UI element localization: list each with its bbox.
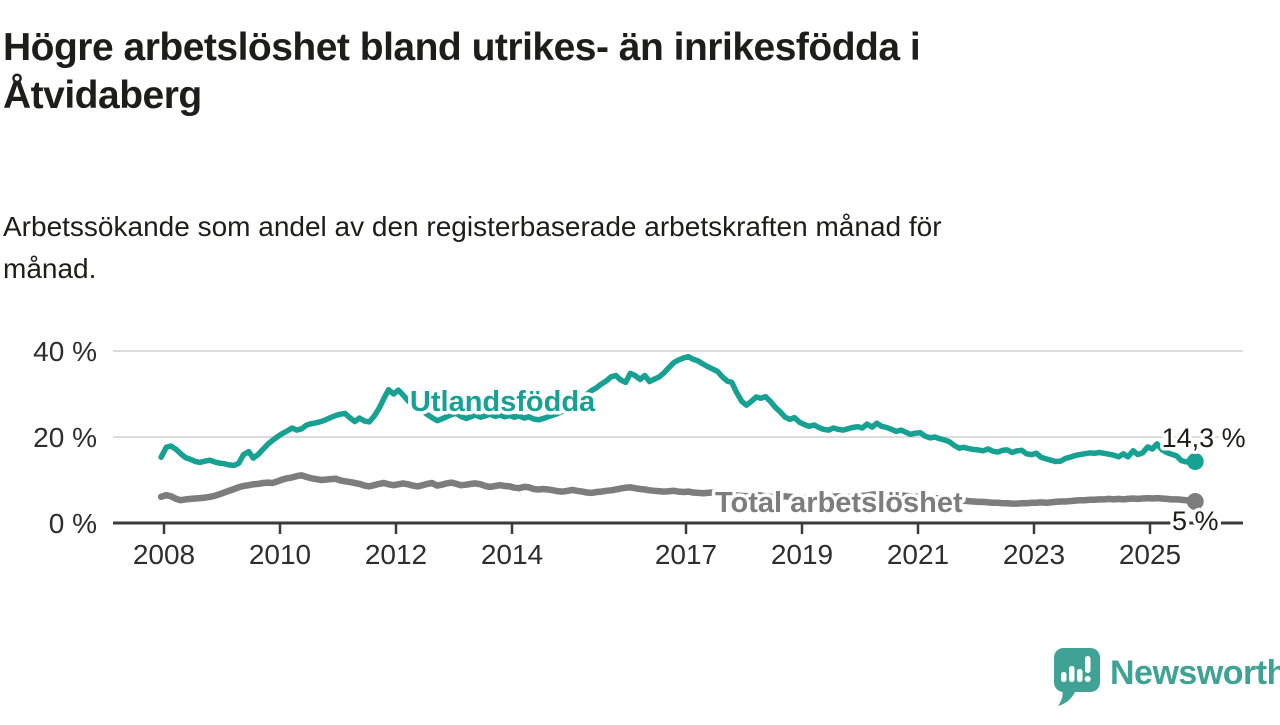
speech-bubble-bar-chart-icon (1054, 648, 1100, 706)
x-tick-label: 2019 (771, 539, 833, 570)
chart-subtitle: Arbetssökande som andel av den registerb… (3, 206, 1223, 290)
series-labels: Utlandsfödda Total arbetslöshet (406, 383, 966, 523)
series-end-value-label: 5 % (1172, 506, 1219, 536)
x-tick-label: 2021 (887, 539, 949, 570)
series-line-utlandsfodda (158, 353, 1198, 469)
series-lines (157, 353, 1199, 507)
x-tick-label: 2014 (481, 539, 543, 570)
page-title-line2: Åtvidaberg (3, 74, 202, 117)
series-end-dot (1186, 453, 1204, 471)
chart-subtitle-line2: månad. (3, 253, 97, 284)
chart-subtitle-line1: Arbetssökande som andel av den registerb… (3, 211, 942, 242)
x-tick-label: 2010 (249, 539, 311, 570)
page-title: Högre arbetslöshet bland utrikes- än inr… (3, 24, 1223, 120)
series-line-total (157, 472, 1199, 507)
y-tick-label: 0 % (49, 508, 97, 539)
logo-exclamation-bar (1085, 656, 1091, 673)
x-tick-label: 2008 (133, 539, 195, 570)
series-end-labels: 14,3 % 5 % (1158, 419, 1249, 539)
x-tick-label: 2017 (655, 539, 717, 570)
x-axis-labels: 2008 2010 2012 2014 2017 2019 2021 2023 2025 (133, 539, 1181, 570)
series-inline-label: Total arbetslöshet (715, 487, 963, 519)
series-inline-label: Utlandsfödda (410, 386, 596, 418)
x-tick-label: 2025 (1119, 539, 1181, 570)
series-end-value-label: 14,3 % (1162, 423, 1246, 453)
series-end-dots (1186, 453, 1204, 510)
brand-name: Newsworthy (1110, 654, 1280, 692)
y-tick-label: 20 % (33, 422, 97, 453)
y-tick-label: 40 % (33, 336, 97, 367)
x-axis (113, 521, 1243, 534)
logo-bar-1 (1061, 672, 1067, 682)
x-tick-label: 2012 (365, 539, 427, 570)
gridlines (113, 350, 1243, 438)
series-end-dot (1186, 493, 1204, 510)
logo-bar-2 (1069, 666, 1075, 682)
logo-exclamation-dot (1084, 676, 1091, 682)
y-axis-labels: 0 % 20 % 40 % (33, 336, 97, 539)
x-tick-label: 2023 (1003, 539, 1065, 570)
newsworthy-logo: Newsworthy (1053, 648, 1280, 710)
page-title-line1: Högre arbetslöshet bland utrikes- än inr… (3, 26, 921, 69)
logo-bar-3 (1077, 669, 1083, 682)
